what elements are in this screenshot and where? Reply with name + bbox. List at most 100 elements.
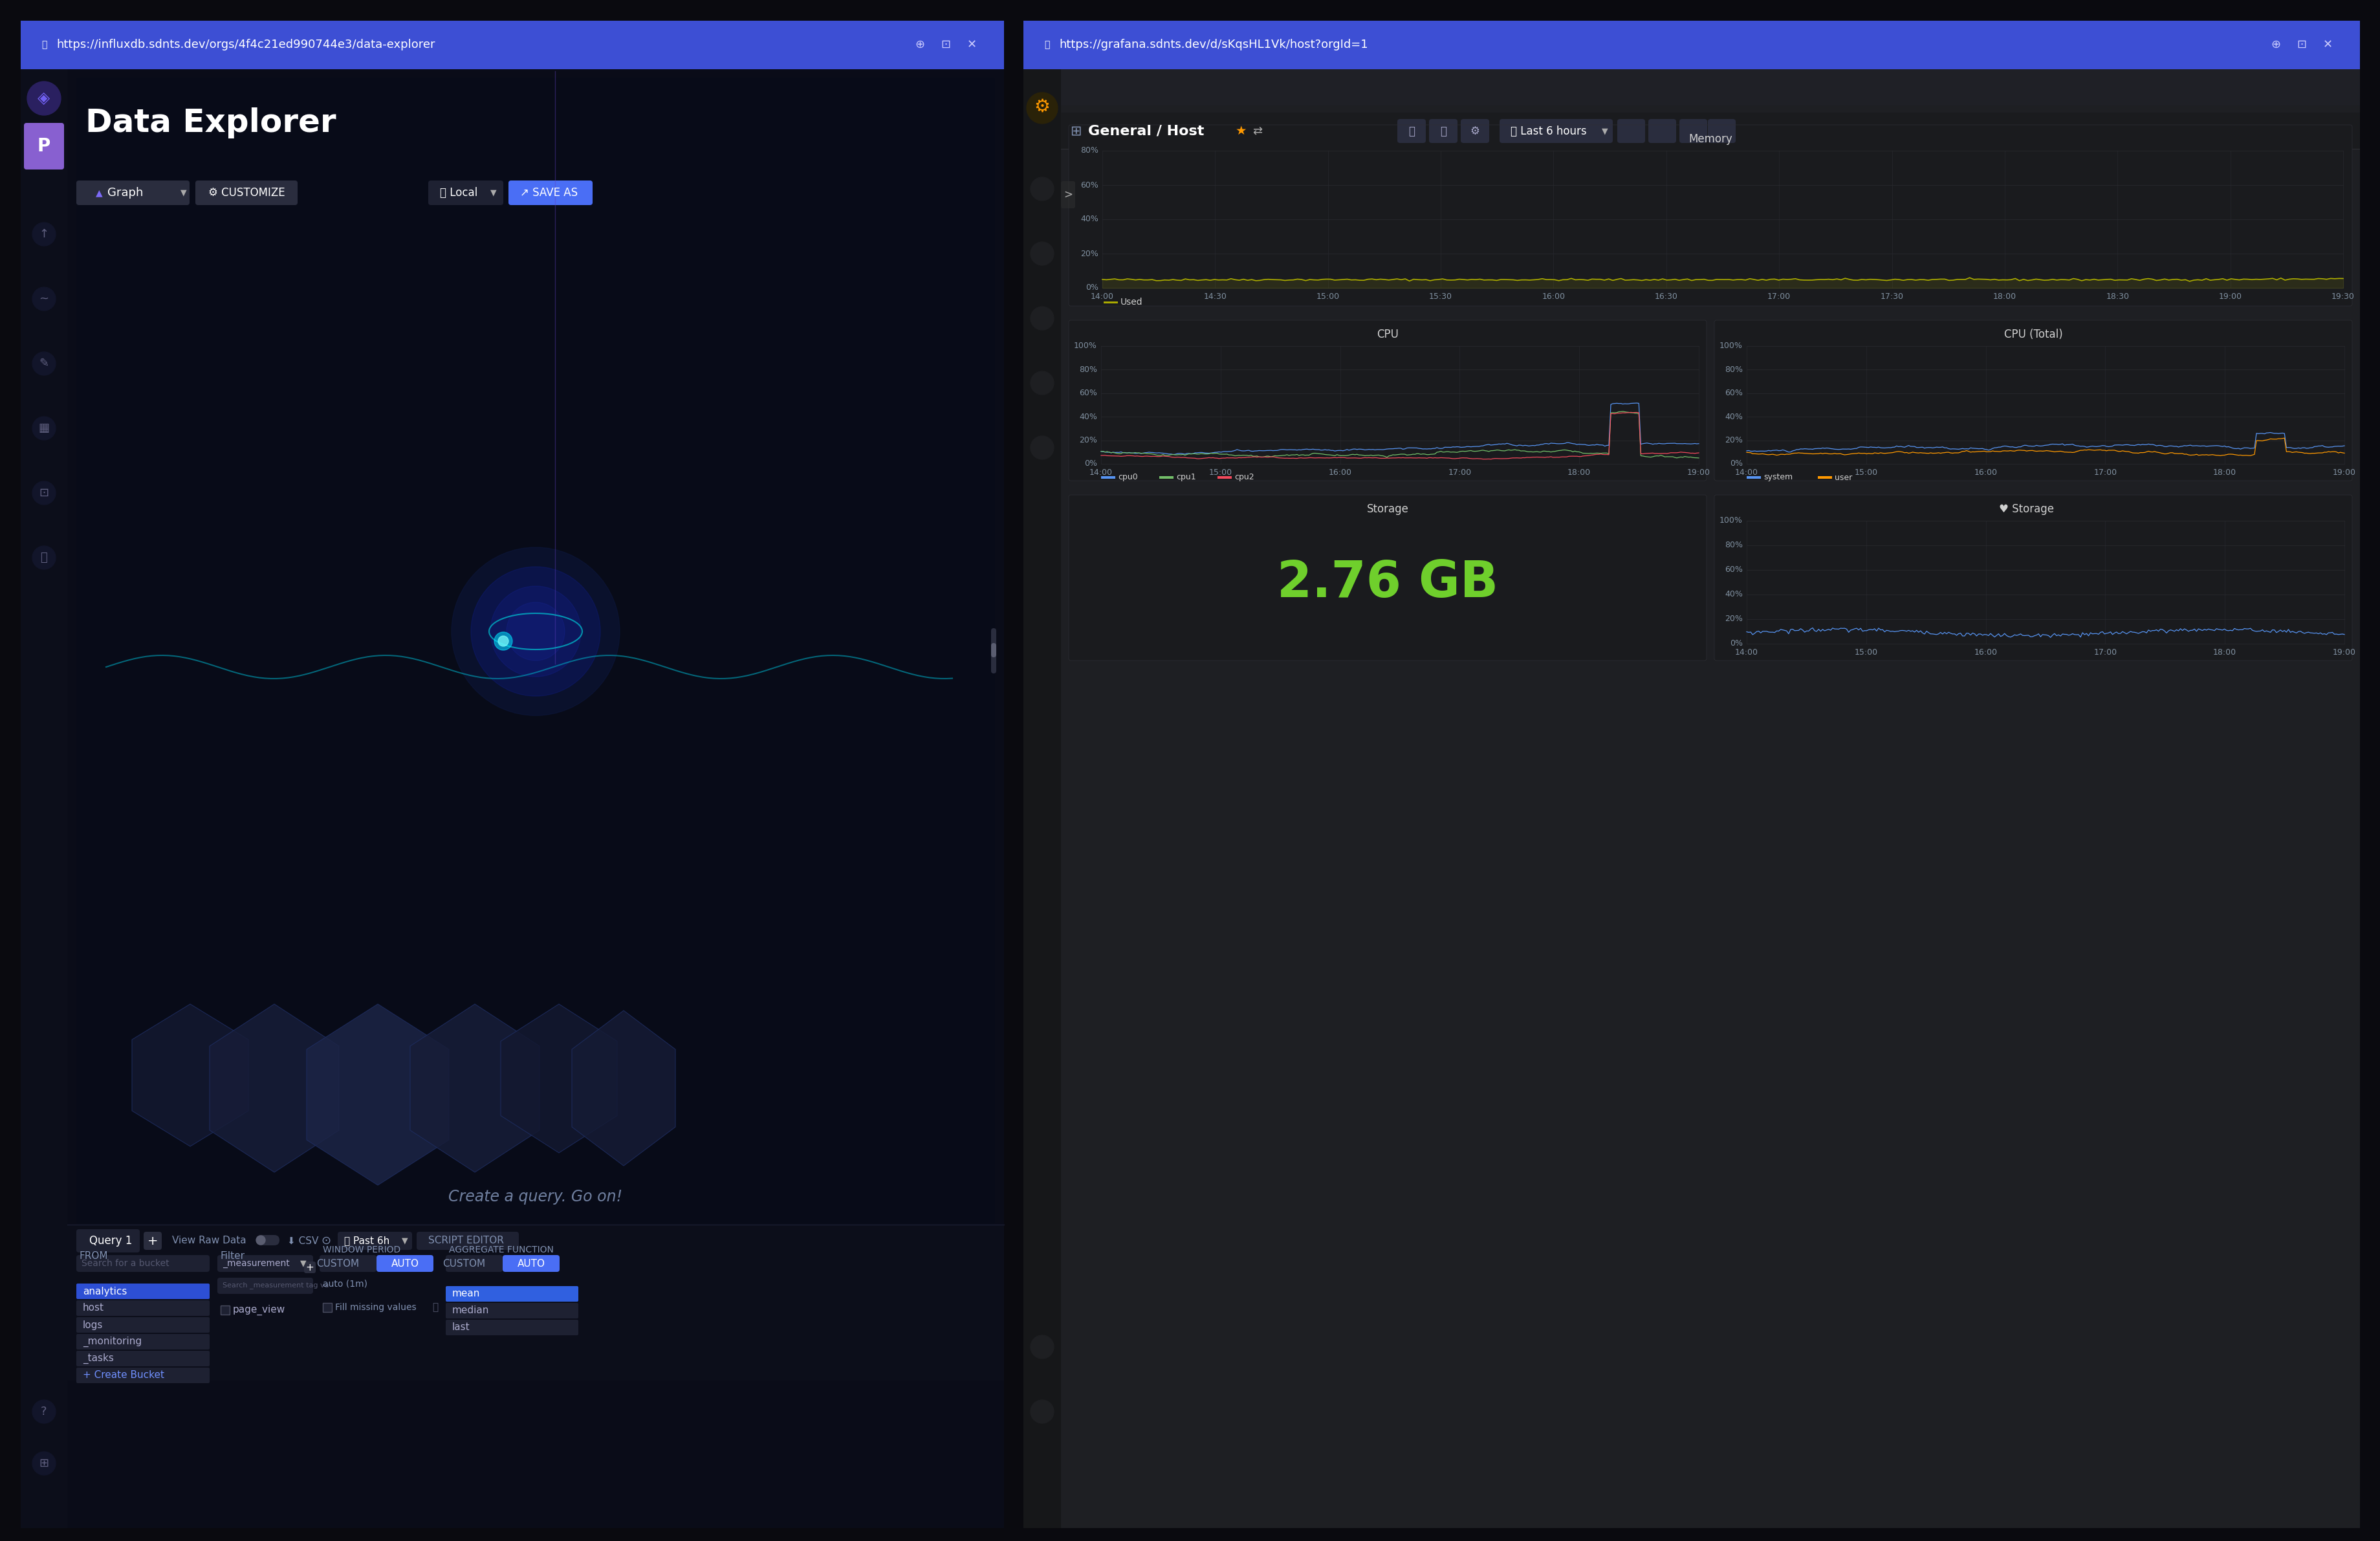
Text: ◈: ◈ [38, 91, 50, 106]
FancyBboxPatch shape [1069, 125, 2351, 307]
Circle shape [257, 1236, 264, 1245]
Text: 80%: 80% [1723, 365, 1742, 374]
Text: 15:00: 15:00 [1854, 647, 1878, 656]
Text: _measurement: _measurement [221, 1259, 290, 1268]
Circle shape [1031, 1335, 1054, 1359]
Text: 20%: 20% [1081, 250, 1097, 257]
FancyBboxPatch shape [502, 1254, 559, 1271]
Polygon shape [307, 1005, 450, 1185]
Text: Graph: Graph [107, 186, 143, 199]
Text: Search _measurement tag va: Search _measurement tag va [221, 1282, 328, 1288]
Text: 20%: 20% [1723, 436, 1742, 444]
Text: cpu1: cpu1 [1176, 473, 1195, 482]
Polygon shape [131, 1005, 248, 1147]
Text: 40%: 40% [1723, 590, 1742, 599]
Text: 80%: 80% [1723, 541, 1742, 550]
Polygon shape [500, 1005, 616, 1153]
Polygon shape [571, 1011, 676, 1167]
Text: ▦: ▦ [38, 422, 50, 435]
Circle shape [33, 351, 55, 374]
FancyBboxPatch shape [319, 1254, 376, 1271]
Text: 17:00: 17:00 [2092, 468, 2116, 476]
Text: 15:00: 15:00 [1316, 293, 1340, 300]
Circle shape [471, 567, 600, 697]
Circle shape [1031, 177, 1054, 200]
Text: 60%: 60% [1723, 566, 1742, 575]
FancyBboxPatch shape [76, 180, 190, 205]
Bar [1818, 476, 1833, 479]
Bar [324, 1304, 331, 1311]
Text: CPU (Total): CPU (Total) [2004, 328, 2061, 341]
Text: host: host [83, 1304, 105, 1313]
FancyBboxPatch shape [445, 1319, 578, 1335]
Bar [1061, 112, 2359, 149]
Bar [1061, 105, 2359, 1529]
Bar [1023, 20, 2359, 69]
FancyBboxPatch shape [1461, 119, 1490, 143]
Text: 18:00: 18:00 [1566, 468, 1590, 476]
Text: 🔔: 🔔 [40, 552, 48, 564]
Text: Data Explorer: Data Explorer [86, 108, 336, 139]
Bar [76, 1227, 995, 1254]
Text: AUTO: AUTO [390, 1259, 419, 1268]
Text: CUSTOM: CUSTOM [317, 1259, 359, 1268]
Bar [21, 20, 1004, 69]
Text: ♥ Storage: ♥ Storage [1999, 504, 2054, 515]
Bar [1216, 476, 1230, 479]
Text: 0%: 0% [1730, 459, 1742, 468]
Bar [221, 1305, 228, 1314]
Text: _tasks: _tasks [83, 1353, 114, 1364]
Text: 15:00: 15:00 [1854, 468, 1878, 476]
Text: 14:30: 14:30 [1204, 293, 1226, 300]
Text: ↑: ↑ [38, 228, 50, 240]
Text: ⚙: ⚙ [1471, 125, 1480, 137]
Text: Search for a bucket: Search for a bucket [81, 1259, 169, 1268]
Circle shape [33, 546, 55, 569]
Text: 60%: 60% [1723, 388, 1742, 398]
FancyBboxPatch shape [445, 1254, 502, 1271]
FancyBboxPatch shape [1714, 321, 2351, 481]
Text: 18:00: 18:00 [1992, 293, 2016, 300]
FancyBboxPatch shape [1023, 20, 2359, 1529]
FancyBboxPatch shape [76, 1351, 209, 1367]
Text: ★: ★ [1235, 125, 1247, 137]
Text: 18:00: 18:00 [2213, 468, 2235, 476]
Bar [67, 174, 1004, 211]
Bar [1023, 69, 2359, 1529]
Text: ⊞: ⊞ [38, 1458, 50, 1469]
FancyBboxPatch shape [445, 1304, 578, 1319]
FancyBboxPatch shape [1706, 119, 1735, 143]
Text: 17:00: 17:00 [1766, 293, 1790, 300]
Text: 0%: 0% [1083, 459, 1097, 468]
Circle shape [1031, 436, 1054, 459]
Text: ▲: ▲ [95, 188, 102, 197]
Circle shape [1031, 242, 1054, 265]
Text: >: > [1064, 190, 1073, 200]
Text: AGGREGATE FUNCTION: AGGREGATE FUNCTION [450, 1245, 555, 1254]
Text: ✎: ✎ [38, 358, 50, 370]
Text: 40%: 40% [1723, 413, 1742, 421]
FancyBboxPatch shape [428, 180, 502, 205]
Text: 60%: 60% [1078, 388, 1097, 398]
Text: 🔒: 🔒 [1045, 40, 1050, 49]
Text: Filter: Filter [221, 1251, 245, 1261]
Text: 80%: 80% [1081, 146, 1097, 156]
FancyBboxPatch shape [338, 1231, 412, 1250]
FancyBboxPatch shape [195, 180, 298, 205]
Text: General / Host: General / Host [1088, 125, 1204, 137]
Text: 📊: 📊 [1409, 125, 1414, 137]
Text: CPU: CPU [1376, 328, 1397, 341]
Text: 19:30: 19:30 [2330, 293, 2354, 300]
Text: View Raw Data: View Raw Data [171, 1236, 245, 1245]
Text: WINDOW PERIOD: WINDOW PERIOD [324, 1245, 400, 1254]
FancyBboxPatch shape [990, 629, 995, 673]
Text: 40%: 40% [1078, 413, 1097, 421]
Text: 60%: 60% [1081, 180, 1097, 190]
Text: AUTO: AUTO [516, 1259, 545, 1268]
Circle shape [1031, 371, 1054, 394]
Text: page_view: page_view [233, 1305, 286, 1316]
Text: 16:00: 16:00 [1973, 647, 1997, 656]
Circle shape [26, 82, 62, 116]
Text: ▼: ▼ [300, 1259, 307, 1268]
Bar [67, 1224, 1004, 1381]
